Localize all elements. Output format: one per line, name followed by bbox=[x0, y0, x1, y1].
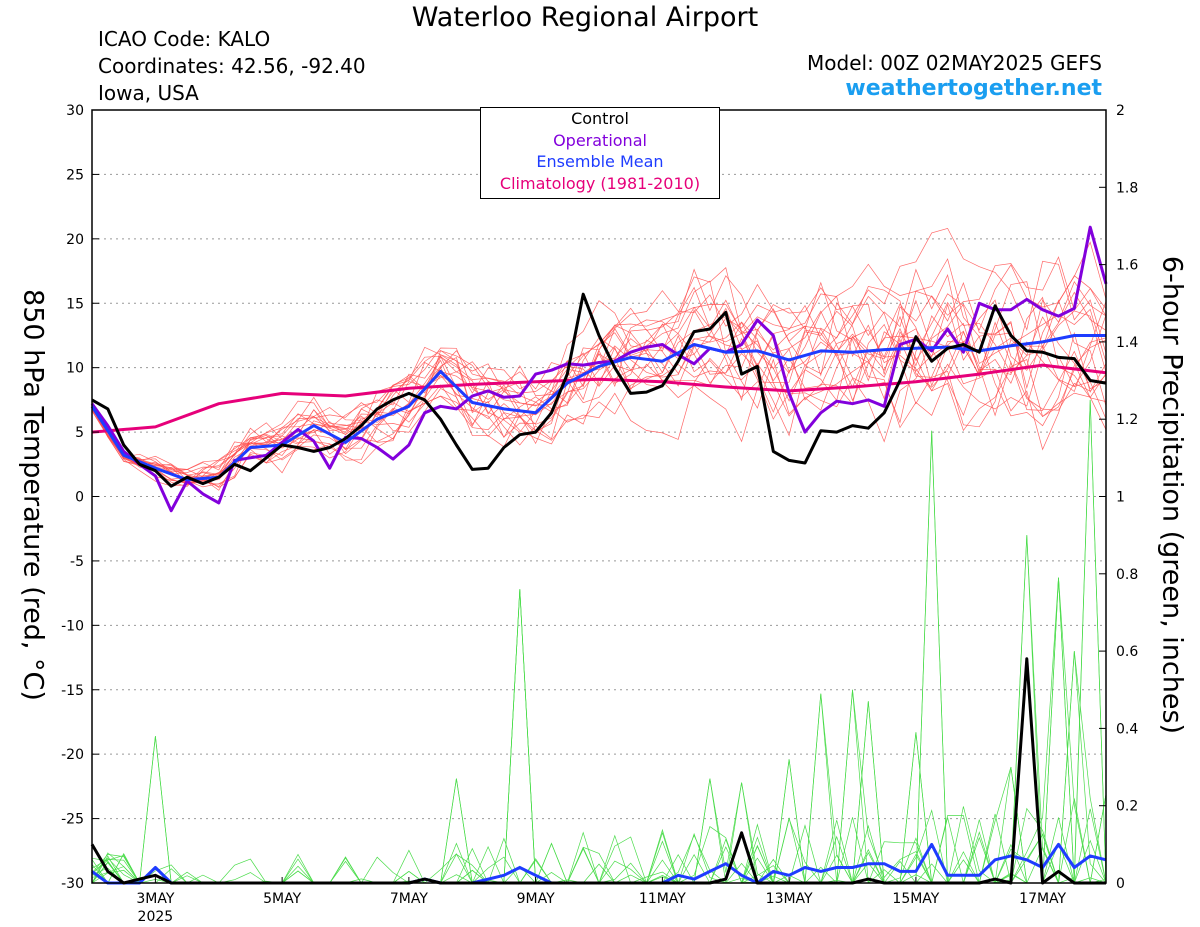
y-left-tick-label: 10 bbox=[66, 361, 84, 377]
y-right-tick-label: 1.4 bbox=[1116, 335, 1138, 351]
y-left-tick-label: 0 bbox=[75, 490, 84, 506]
legend-ensemble-mean: Ensemble Mean bbox=[536, 152, 664, 171]
y-left-tick-label: 30 bbox=[66, 103, 84, 119]
y-left-tick-label: -25 bbox=[61, 812, 84, 828]
precip-member-line bbox=[91, 577, 1106, 884]
y-right-tick-label: 2 bbox=[1116, 103, 1125, 119]
y-left-tick-label: -30 bbox=[61, 876, 84, 892]
y-left-tick-label: 15 bbox=[66, 296, 84, 312]
climatology-1981-2010-temperature-line bbox=[91, 363, 1107, 434]
y-left-tick-label: 5 bbox=[75, 425, 84, 441]
temp-member-line bbox=[91, 268, 1107, 478]
x-tick-label: 15MAY bbox=[892, 891, 939, 907]
temp-member-line bbox=[91, 264, 1107, 491]
temp-member-line bbox=[91, 258, 1107, 485]
x-tick-label: 13MAY bbox=[766, 891, 813, 907]
x-tick-sublabel: 2025 bbox=[138, 909, 174, 925]
x-tick-label: 5MAY bbox=[263, 891, 301, 907]
ensemble-members bbox=[91, 227, 1107, 885]
control-temperature-line bbox=[91, 292, 1107, 488]
legend: Control Operational Ensemble Mean Climat… bbox=[480, 107, 720, 199]
coordinates: Coordinates: 42.56, -92.40 bbox=[98, 54, 366, 78]
temp-member-line bbox=[91, 293, 1107, 485]
precip-member-line bbox=[91, 798, 1106, 884]
temp-member-line bbox=[91, 256, 1107, 486]
model-run: Model: 00Z 02MAY2025 GEFS bbox=[807, 51, 1102, 75]
precip-member-line bbox=[91, 535, 1107, 885]
precip-member-line bbox=[91, 732, 1106, 884]
x-tick-label: 17MAY bbox=[1019, 891, 1066, 907]
precip-member-line bbox=[91, 535, 1107, 884]
operational-temperature-line bbox=[90, 225, 1108, 513]
temp-member-line bbox=[91, 301, 1107, 484]
precip-member-line bbox=[91, 577, 1107, 884]
y-axis-right-label: 6-hour Precipitation (green, inches) bbox=[1156, 255, 1188, 735]
precip-member-line bbox=[91, 577, 1107, 884]
precip-member-line bbox=[92, 399, 1107, 885]
precip-member-line bbox=[91, 841, 1106, 884]
y-axis-left-label: 850 hPa Temperature (red, °C) bbox=[17, 289, 49, 701]
temp-member-line bbox=[91, 241, 1107, 479]
legend-control: Control bbox=[571, 109, 629, 128]
legend-climatology: Climatology (1981-2010) bbox=[499, 173, 701, 193]
left-axis-ticks: 30 25 20 15 10 5 0 -5 -10 -15 -20 -25 -30 bbox=[61, 103, 99, 892]
icao-code: ICAO Code: KALO bbox=[98, 27, 271, 51]
temp-member-line bbox=[91, 227, 1107, 471]
chart-title: Waterloo Regional Airport bbox=[411, 2, 759, 33]
y-right-tick-label: 1 bbox=[1116, 490, 1125, 506]
y-left-tick-label: -10 bbox=[61, 618, 84, 634]
precip-member-line bbox=[91, 651, 1107, 884]
y-right-tick-label: 1.6 bbox=[1116, 258, 1138, 274]
x-tick-label: 9MAY bbox=[517, 891, 555, 907]
y-left-tick-label: 20 bbox=[66, 232, 84, 248]
grid-lines bbox=[92, 173, 1106, 820]
y-right-tick-label: 0.2 bbox=[1116, 799, 1138, 815]
temp-member-line bbox=[91, 268, 1107, 482]
y-right-tick-label: 1.2 bbox=[1116, 412, 1138, 428]
legend-operational: Operational bbox=[553, 130, 647, 150]
y-right-tick-label: 0 bbox=[1116, 876, 1125, 892]
precip-member-line bbox=[91, 732, 1106, 884]
y-right-tick-label: 0.6 bbox=[1116, 644, 1138, 660]
control-precipitation-line bbox=[90, 657, 1106, 885]
y-left-tick-label: -5 bbox=[70, 554, 84, 570]
y-left-tick-label: -15 bbox=[61, 683, 84, 699]
y-left-tick-label: 25 bbox=[66, 167, 84, 183]
brand-link[interactable]: weathertogether.net bbox=[845, 76, 1102, 101]
y-right-tick-label: 0.4 bbox=[1116, 721, 1138, 737]
precip-member-line bbox=[91, 651, 1107, 885]
temp-member-line bbox=[91, 281, 1107, 488]
ensemble-mean-temperature-line bbox=[90, 334, 1106, 482]
precip-member-line bbox=[91, 399, 1107, 884]
y-right-tick-label: 0.8 bbox=[1116, 567, 1138, 583]
y-left-tick-label: -20 bbox=[61, 747, 84, 763]
temp-member-line bbox=[91, 281, 1107, 487]
temp-member-line bbox=[91, 280, 1107, 487]
precip-member-line bbox=[91, 813, 1106, 884]
x-tick-label: 7MAY bbox=[390, 891, 428, 907]
x-tick-label: 11MAY bbox=[639, 891, 686, 907]
right-axis-ticks: 2 1.8 1.6 1.4 1.2 1 0.8 0.6 0.4 0.2 0 bbox=[1099, 103, 1138, 892]
y-right-tick-label: 1.8 bbox=[1116, 180, 1138, 196]
x-axis-ticks: 3MAY 2025 5MAY 7MAY 9MAY 11MAY 13MAY 15MAY 17MAY bbox=[136, 877, 1067, 925]
x-tick-label: 3MAY bbox=[136, 891, 174, 907]
plot-frame bbox=[91, 109, 1107, 884]
region: Iowa, USA bbox=[98, 81, 199, 105]
series-lines bbox=[90, 225, 1108, 885]
